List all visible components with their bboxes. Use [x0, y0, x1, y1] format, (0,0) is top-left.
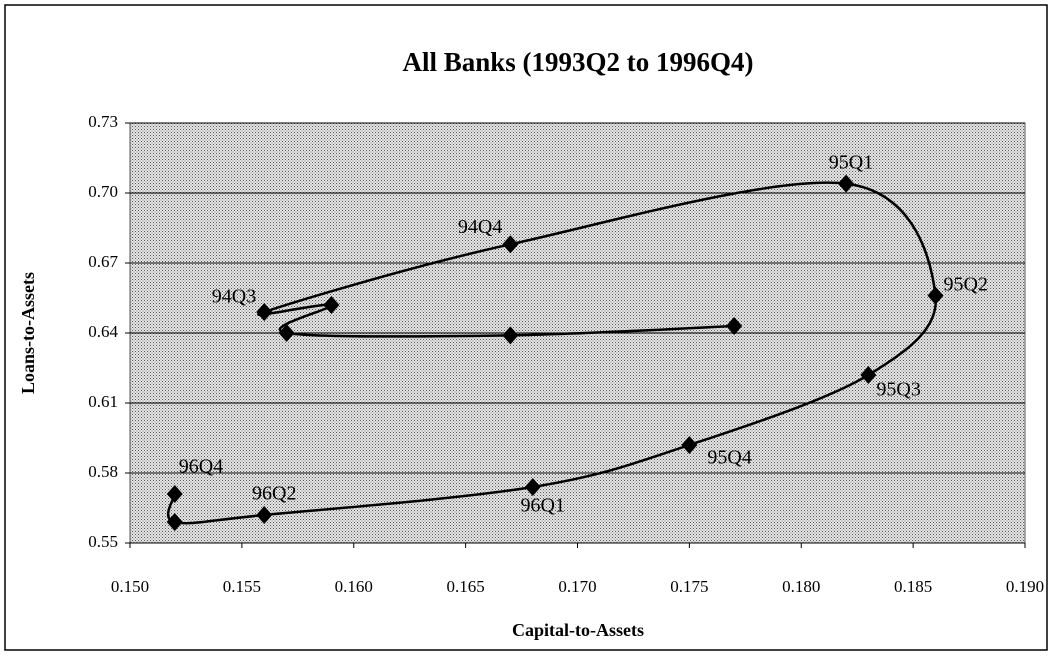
x-tick-label: 0.165	[447, 577, 485, 596]
point-label: 96Q2	[252, 483, 296, 505]
data-point	[278, 324, 295, 342]
x-tick-label: 0.185	[894, 577, 932, 596]
data-point	[502, 235, 519, 254]
y-axis-label: Loans-to-Assets	[18, 272, 38, 394]
x-tick-label: 0.160	[335, 577, 373, 596]
data-point	[166, 513, 183, 531]
point-label: 95Q1	[829, 151, 873, 173]
chart-title: All Banks (1993Q2 to 1996Q4)	[402, 47, 753, 77]
data-point	[256, 303, 273, 321]
data-point	[502, 326, 519, 345]
y-tick-label: 0.61	[88, 392, 118, 411]
x-axis-label: Capital-to-Assets	[512, 620, 644, 640]
point-label: 95Q3	[876, 379, 920, 401]
data-point	[166, 485, 183, 503]
data-point	[681, 436, 698, 454]
point-label: 94Q3	[212, 286, 256, 308]
y-tick-label: 0.70	[88, 182, 118, 201]
y-tick-label: 0.67	[88, 252, 118, 271]
data-point	[860, 366, 877, 384]
y-tick-label: 0.64	[88, 322, 118, 341]
point-label: 95Q4	[707, 447, 751, 469]
point-label: 96Q1	[521, 495, 565, 517]
y-tick-label: 0.58	[88, 462, 118, 481]
x-tick-label: 0.155	[223, 577, 261, 596]
y-tick-label: 0.55	[88, 532, 118, 551]
y-tick-label: 0.73	[88, 112, 118, 131]
data-point	[256, 506, 273, 524]
data-point	[838, 174, 854, 193]
x-tick-label: 0.150	[111, 577, 149, 596]
data-point	[524, 478, 541, 496]
data-point	[927, 286, 944, 305]
x-tick-label: 0.190	[1006, 577, 1044, 596]
point-label: 95Q2	[944, 273, 988, 295]
data-point	[323, 296, 340, 314]
x-tick-label: 0.170	[558, 577, 596, 596]
x-tick-label: 0.175	[670, 577, 708, 596]
point-label: 96Q4	[179, 456, 223, 478]
data-point	[726, 317, 743, 335]
x-tick-label: 0.180	[782, 577, 820, 596]
point-label: 94Q4	[458, 216, 502, 238]
